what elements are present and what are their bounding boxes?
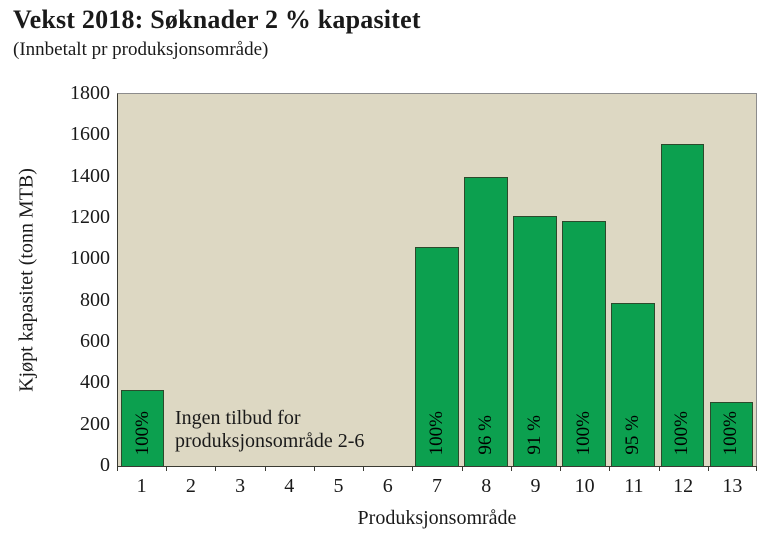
x-tick-mark xyxy=(609,466,611,471)
x-tick-label-5: 5 xyxy=(333,475,344,497)
bar-value-label-13: 100% xyxy=(720,410,742,455)
y-axis-tick-labels: 0 200 400 600 800 1000 1200 1400 1600 1800 xyxy=(0,82,110,476)
y-tick-label-1000: 1000 xyxy=(70,247,110,270)
x-tick-label-8: 8 xyxy=(481,475,492,497)
x-tick-mark xyxy=(313,466,315,471)
x-tick-label-7: 7 xyxy=(431,475,442,497)
chart-title: Vekst 2018: Søknader 2 % kapasitet xyxy=(13,5,421,34)
x-tick-mark xyxy=(215,466,217,471)
x-tick-mark xyxy=(363,466,365,471)
x-tick-mark xyxy=(560,466,562,471)
bar-13: 100% xyxy=(709,401,754,466)
y-tick-label-1800: 1800 xyxy=(70,82,110,104)
x-tick-mark xyxy=(264,466,266,471)
x-tick-mark xyxy=(658,466,660,471)
x-tick-label-2: 2 xyxy=(185,475,196,497)
x-tick-label-4: 4 xyxy=(284,475,295,497)
x-tick-label-10: 10 xyxy=(574,475,595,497)
bar-11: 95 % xyxy=(611,302,656,466)
x-tick-mark xyxy=(166,466,168,471)
bar-value-label-8: 96 % xyxy=(475,415,497,455)
x-tick-mark xyxy=(707,466,709,471)
plot-area: Ingen tilbud for produksjonsområde 2-6 1… xyxy=(117,93,757,467)
chart-subtitle: (Innbetalt pr produksjonsområde) xyxy=(13,39,269,60)
x-tick-label-13: 13 xyxy=(722,475,743,497)
x-tick-mark xyxy=(117,466,118,471)
bar-7: 100% xyxy=(415,246,459,466)
bar-9: 91 % xyxy=(513,215,557,466)
x-tick-mark xyxy=(461,466,463,471)
bar-value-label-10: 100% xyxy=(573,410,595,455)
bar-value-label-1: 100% xyxy=(131,410,153,455)
x-axis-tick-labels: 1 2 3 4 5 6 7 8 9 10 11 12 13 xyxy=(117,474,757,500)
y-tick-label-800: 800 xyxy=(80,288,110,311)
bar-1: 100% xyxy=(120,389,165,466)
y-tick-label-1400: 1400 xyxy=(70,164,110,187)
x-tick-label-3: 3 xyxy=(235,475,246,497)
no-offer-annotation: Ingen tilbud for produksjonsområde 2-6 xyxy=(175,407,364,453)
x-tick-mark xyxy=(510,466,512,471)
bar-12: 100% xyxy=(660,143,705,466)
y-tick-label-1600: 1600 xyxy=(70,123,110,146)
bar-8: 96 % xyxy=(464,176,508,466)
x-tick-label-11: 11 xyxy=(624,475,644,497)
bar-10: 100% xyxy=(562,221,607,466)
y-tick-label-200: 200 xyxy=(80,412,110,435)
y-tick-label-600: 600 xyxy=(80,330,110,352)
annotation-line-2: produksjonsområde 2-6 xyxy=(175,430,365,452)
bar-value-label-11: 95 % xyxy=(622,415,644,455)
x-tick-label-6: 6 xyxy=(382,475,393,497)
y-tick-label-1200: 1200 xyxy=(70,206,110,228)
x-axis-title: Produksjonsområde xyxy=(357,507,517,529)
annotation-line-1: Ingen tilbud for xyxy=(175,407,301,429)
bar-value-label-9: 91 % xyxy=(524,415,546,455)
x-axis-tick-marks xyxy=(117,466,757,472)
x-tick-label-9: 9 xyxy=(530,475,541,497)
x-tick-mark xyxy=(412,466,414,471)
bar-value-label-7: 100% xyxy=(425,410,447,455)
x-tick-mark xyxy=(756,466,757,471)
y-tick-label-0: 0 xyxy=(100,454,110,476)
y-tick-label-400: 400 xyxy=(80,371,110,394)
x-tick-label-12: 12 xyxy=(673,475,694,497)
x-tick-label-1: 1 xyxy=(136,475,147,497)
bar-value-label-12: 100% xyxy=(671,410,693,455)
